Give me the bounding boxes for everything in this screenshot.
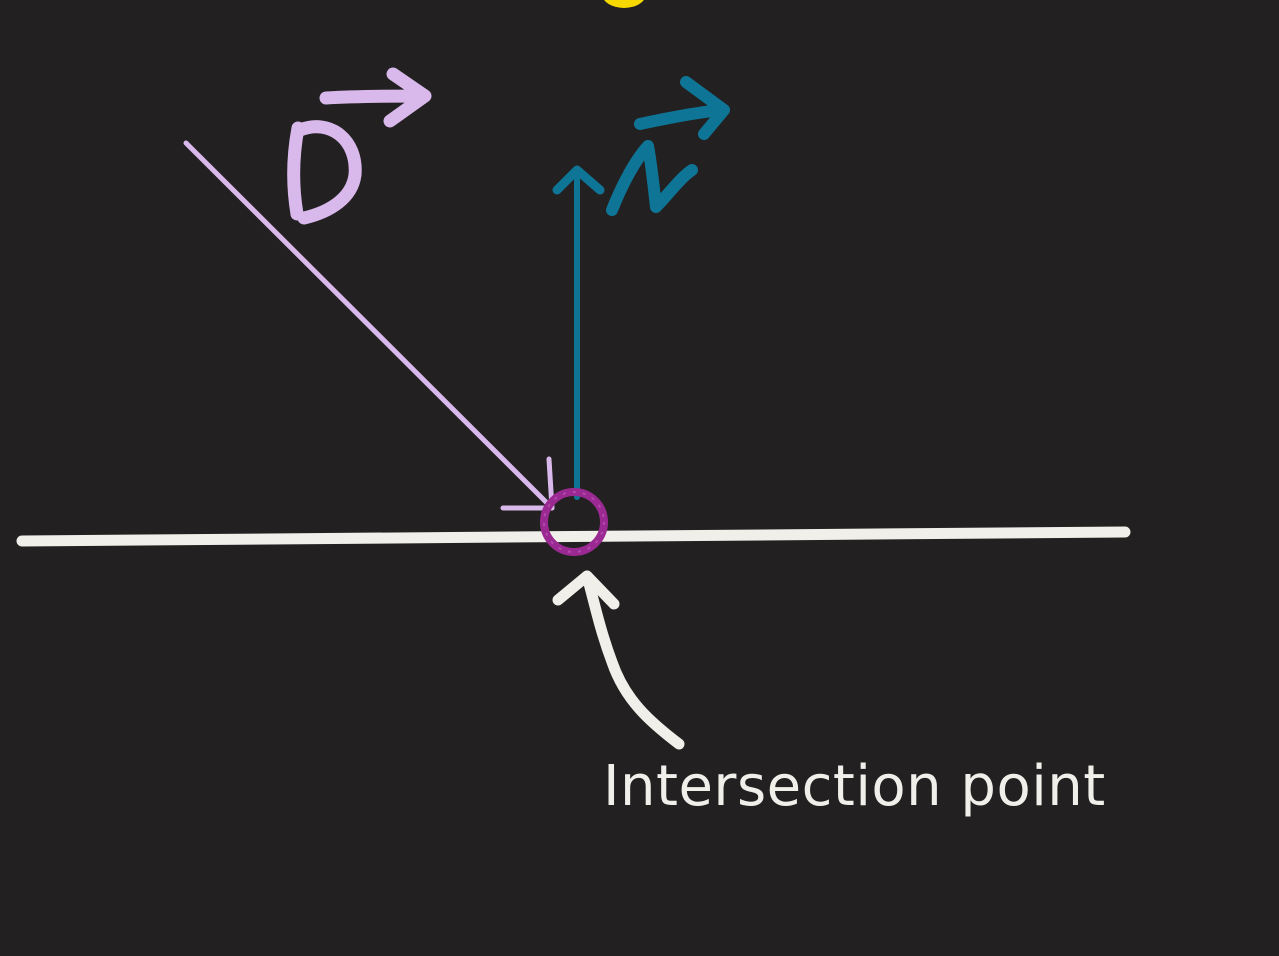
normal-label [606, 76, 730, 216]
intersection-marker-highlight [543, 491, 605, 553]
pointer-arrow [552, 570, 685, 750]
direction-letter-d [287, 120, 362, 225]
surface-line [16, 526, 1131, 547]
normal-letter-n [606, 140, 698, 216]
top-dot-marker [604, 0, 644, 8]
direction-label: D [0, 0, 432, 225]
normal-vector [552, 165, 605, 500]
direction-ray [183, 140, 555, 511]
intersection-point-label: Intersection point [603, 754, 1106, 819]
normal-vector-arrow [634, 76, 730, 140]
pointer-arrow-head [552, 570, 620, 610]
direction-ray-shaft [183, 140, 555, 511]
direction-label-text: D [0, 0, 1, 1]
pointer-arrow-shaft [581, 570, 685, 750]
normal-vector-arrowhead [552, 165, 605, 195]
direction-vector-arrow [319, 67, 432, 128]
